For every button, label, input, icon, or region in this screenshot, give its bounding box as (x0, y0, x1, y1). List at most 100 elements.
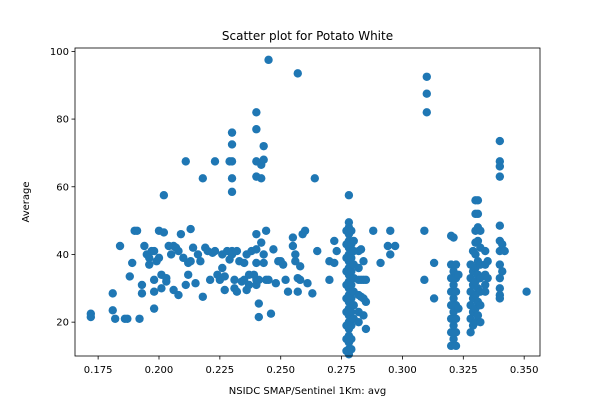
data-point (149, 287, 159, 296)
data-point (495, 294, 505, 303)
data-point (473, 311, 483, 320)
x-tick-label: 0.325 (449, 365, 478, 376)
data-point (227, 174, 237, 183)
data-point (210, 157, 220, 166)
data-point (303, 279, 312, 288)
x-axis-ticks: 0.175 0.200 0.225 0.250 0.275 0.300 0.325 0.350 (84, 356, 538, 376)
data-point (186, 224, 195, 234)
data-point (108, 306, 117, 315)
data-point (332, 246, 341, 256)
data-point (369, 226, 378, 235)
data-point (261, 226, 271, 235)
data-point (184, 270, 193, 279)
data-point (278, 260, 288, 269)
y-tick-label: 100 (50, 47, 69, 58)
data-point (198, 174, 208, 183)
data-point (330, 236, 339, 246)
data-point (140, 241, 149, 251)
data-point (115, 241, 125, 251)
data-point (227, 187, 237, 197)
data-point (191, 279, 200, 288)
data-point (264, 275, 273, 285)
x-tick-label: 0.275 (327, 365, 356, 376)
data-point (354, 317, 363, 327)
data-point (473, 196, 483, 205)
data-point (420, 226, 429, 235)
data-point (145, 253, 154, 263)
data-point (422, 72, 431, 81)
x-tick-label: 0.175 (84, 365, 113, 376)
data-point (218, 263, 227, 273)
data-points-layer (86, 55, 531, 359)
x-tick-label: 0.200 (145, 365, 174, 376)
data-point (259, 250, 268, 259)
data-point (451, 341, 461, 351)
data-point (347, 267, 356, 276)
data-point (259, 258, 268, 268)
data-point (522, 287, 531, 296)
data-point (181, 280, 190, 290)
data-point (188, 243, 198, 252)
data-point (257, 174, 266, 183)
data-point (313, 246, 322, 256)
data-point (230, 275, 239, 285)
data-point (466, 328, 475, 337)
data-point (149, 304, 159, 313)
data-point (259, 141, 268, 151)
x-axis-label: NSIDC SMAP/Sentinel 1Km: avg (229, 386, 386, 397)
data-point (132, 226, 142, 235)
data-point (252, 108, 261, 117)
data-point (259, 155, 268, 164)
data-point (500, 246, 509, 256)
data-point (137, 280, 147, 290)
data-point (325, 275, 334, 285)
data-point (240, 258, 249, 268)
data-point (157, 284, 166, 293)
data-point (293, 69, 302, 78)
data-point (220, 272, 229, 281)
data-point (252, 229, 261, 239)
data-point (252, 245, 261, 254)
y-tick-label: 40 (56, 250, 69, 261)
data-point (210, 246, 220, 256)
data-point (296, 275, 305, 285)
data-point (454, 270, 463, 279)
data-point (347, 345, 356, 354)
data-point (308, 289, 317, 298)
data-point (196, 257, 205, 266)
data-point (166, 250, 176, 259)
data-point (361, 297, 371, 307)
y-tick-label: 20 (56, 318, 69, 329)
data-point (86, 312, 96, 322)
data-point (376, 258, 385, 268)
data-point (451, 287, 461, 296)
data-point (386, 250, 395, 259)
data-point (159, 191, 169, 200)
data-point (471, 250, 480, 259)
data-point (283, 287, 293, 296)
y-tick-label: 60 (56, 182, 69, 193)
data-point (449, 233, 458, 242)
data-point (135, 314, 144, 323)
data-point (476, 226, 485, 235)
data-point (186, 257, 195, 266)
data-point (495, 284, 505, 293)
chart-title: Scatter plot for Potato White (222, 29, 393, 43)
data-point (252, 258, 261, 268)
data-point (264, 55, 273, 65)
data-point (252, 125, 261, 134)
data-point (159, 228, 169, 237)
data-point (271, 279, 281, 288)
y-axis-label: Average (21, 181, 32, 222)
data-point (300, 226, 310, 235)
y-axis-ticks: 20 40 60 80 100 (50, 47, 75, 329)
data-point (451, 260, 461, 269)
data-point (123, 314, 132, 323)
data-point (356, 245, 366, 254)
data-point (288, 233, 298, 242)
data-point (310, 174, 319, 183)
data-point (383, 241, 393, 251)
data-point (193, 250, 203, 259)
data-point (149, 275, 159, 285)
